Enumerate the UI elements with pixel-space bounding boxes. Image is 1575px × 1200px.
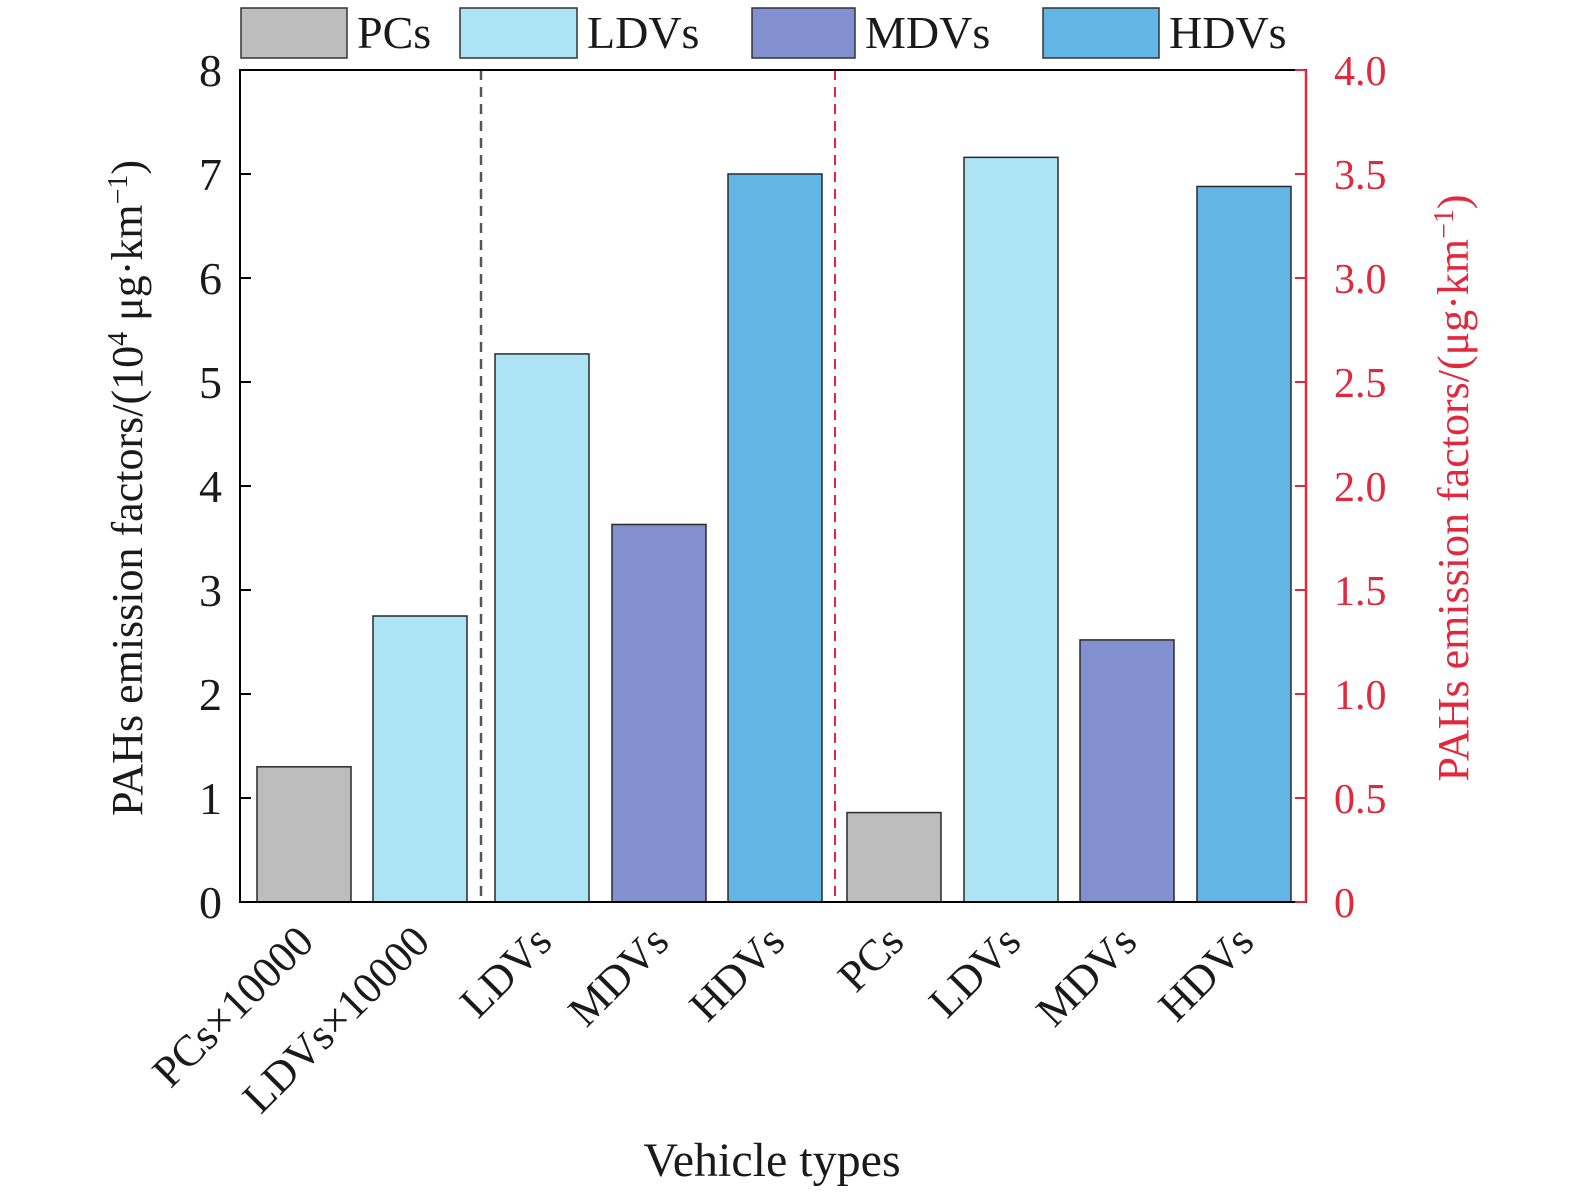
x-tick-label: MDVs: [559, 916, 678, 1035]
right-y-axis-title-main: PAHs emission factors/(μg·km: [1429, 239, 1478, 782]
x-tick-label: LDVs: [919, 916, 1030, 1027]
right-y-tick-label: 3.0: [1334, 257, 1387, 303]
left-y-tick-label: 2: [199, 669, 222, 720]
left-y-tick-label: 7: [199, 149, 222, 200]
right-y-axis: 0 0.5 1.0 1.5 2.0 2.5 3.0 3.5 4.0: [1295, 49, 1387, 927]
left-y-axis-title: PAHs emission factors/(104 μg·km−1): [103, 160, 153, 816]
legend-swatch: [240, 7, 348, 59]
right-y-tick-label: 2.5: [1334, 361, 1387, 407]
left-y-tick-label: 8: [199, 45, 222, 96]
left-y-tick-label: 3: [199, 565, 222, 616]
x-axis-title: Vehicle types: [643, 1134, 900, 1187]
legend-swatch: [751, 7, 856, 59]
right-y-axis-title-exp: −1: [1429, 209, 1460, 239]
bar: [1079, 639, 1175, 903]
right-y-tick-label: 1.5: [1334, 569, 1387, 615]
x-tick-label: HDVs: [680, 916, 794, 1030]
right-y-tick-label: 3.5: [1334, 153, 1387, 199]
legend-swatch: [459, 7, 578, 59]
legend-label: LDVs: [587, 7, 699, 58]
left-y-axis-title-main: PAHs emission factors/(10: [103, 346, 152, 816]
x-tick-label: HDVs: [1149, 916, 1263, 1030]
bars: [256, 156, 1292, 903]
x-tick-label: LDVs: [450, 916, 561, 1027]
left-y-tick-label: 6: [199, 253, 222, 304]
right-y-tick-label: 0: [1334, 881, 1355, 927]
right-y-tick-label: 4.0: [1334, 49, 1387, 95]
legend: PCs LDVs MDVs HDVs: [240, 7, 1287, 59]
bar: [494, 353, 590, 903]
legend-label: MDVs: [865, 7, 990, 58]
left-y-tick-label: 1: [199, 773, 222, 824]
bar: [963, 156, 1059, 903]
x-tick-label: PCs: [828, 916, 913, 1001]
left-y-axis-title-exp: 4: [103, 332, 134, 346]
section-dividers: [479, 70, 836, 902]
right-y-tick-label: 0.5: [1334, 777, 1387, 823]
left-y-tick-label: 0: [199, 877, 222, 928]
right-y-tick-label: 2.0: [1334, 465, 1387, 511]
left-y-axis-title-unit-exp: −1: [103, 175, 134, 205]
right-y-axis-title: PAHs emission factors/(μg·km−1): [1429, 194, 1479, 781]
right-y-axis-title-close: ): [1429, 194, 1478, 209]
legend-swatch: [1042, 7, 1160, 59]
left-y-tick-label: 5: [199, 357, 222, 408]
legend-label: HDVs: [1169, 7, 1287, 58]
left-y-axis: 0 1 2 3 4 5 6 7 8: [199, 45, 251, 928]
bar: [256, 766, 352, 903]
left-y-tick-label: 4: [199, 461, 222, 512]
bar: [846, 811, 942, 903]
bar: [1196, 185, 1292, 903]
right-y-tick-label: 1.0: [1334, 673, 1387, 719]
bar: [372, 615, 468, 903]
bar: [727, 173, 823, 903]
bar: [611, 523, 707, 903]
left-y-axis-title-close: ): [103, 160, 152, 175]
left-y-axis-title-unit: μg·km: [103, 204, 152, 331]
legend-label: PCs: [357, 7, 431, 58]
x-tick-label: MDVs: [1027, 916, 1146, 1035]
